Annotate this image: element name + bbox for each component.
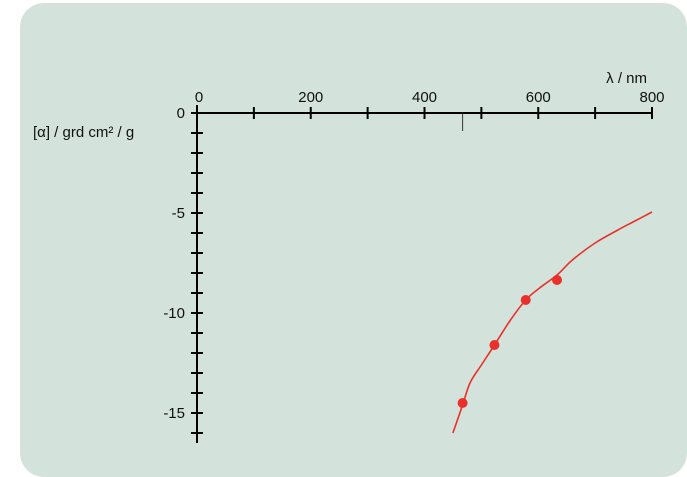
x-tick-label: 800 — [639, 89, 664, 106]
x-tick-label: 0 — [195, 89, 203, 106]
x-tick-label: 200 — [298, 89, 323, 106]
y-axis-title: [α] / grd cm² / g — [33, 124, 134, 141]
y-tick-label: -15 — [163, 405, 185, 422]
x-tick-label: 600 — [526, 89, 551, 106]
chart-panel — [20, 3, 687, 477]
y-ticks: 0 -5 -10 -15 — [163, 105, 203, 434]
y-tick-label: 0 — [177, 105, 185, 122]
data-point — [552, 275, 563, 285]
data-point — [520, 295, 531, 305]
fit-curve-line — [452, 211, 653, 434]
axes: 0 200 400 600 800 0 -5 -10 -15 — [163, 89, 665, 443]
x-tick-label: 400 — [412, 89, 437, 106]
data-points — [457, 275, 563, 408]
y-tick-label: -10 — [163, 305, 185, 322]
x-axis-title: λ / nm — [606, 70, 647, 87]
y-tick-label: -5 — [172, 205, 185, 222]
data-point — [489, 340, 500, 350]
x-ticks: 0 200 400 600 800 — [195, 89, 665, 119]
data-point — [457, 398, 468, 408]
